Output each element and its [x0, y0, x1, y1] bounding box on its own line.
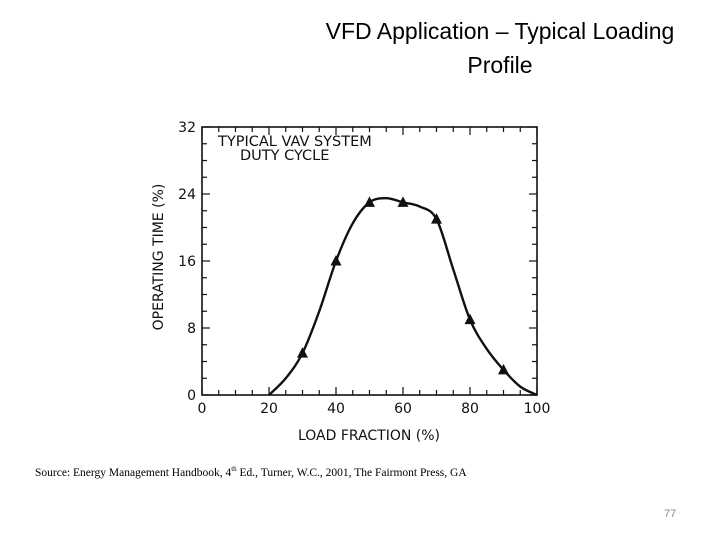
data-point-triangle: [498, 363, 509, 375]
x-tick-label: 80: [461, 401, 479, 417]
source-citation: Source: Energy Management Handbook, 4th …: [35, 465, 467, 479]
data-point-triangle: [364, 196, 375, 207]
y-tick-label: 32: [178, 120, 196, 136]
slide-title-line2: Profile: [467, 52, 533, 78]
data-point-triangle: [330, 255, 342, 266]
x-tick-label: 60: [394, 401, 412, 417]
x-tick-label: 40: [327, 401, 345, 417]
data-point-triangle: [464, 313, 476, 325]
chart-ticks: 0 20 40 60 80 100 0 8 16 24 32: [178, 120, 550, 417]
x-tick-label: 20: [260, 401, 278, 417]
slide-title-line1: VFD Application – Typical Loading: [325, 18, 675, 44]
slide-title: VFD Application – Typical Loading Profil…: [290, 14, 710, 82]
source-text: Source: Energy Management Handbook, 4: [35, 466, 232, 479]
x-tick-label: 0: [198, 401, 207, 417]
chart-series: [268, 196, 538, 397]
plot-frame: [201, 126, 538, 396]
y-tick-label: 8: [187, 321, 196, 337]
data-point-triangle: [397, 196, 409, 207]
x-axis-label: LOAD FRACTION (%): [298, 428, 440, 444]
chart-axes: [201, 126, 538, 396]
y-axis-label: OPERATING TIME (%): [151, 184, 167, 331]
y-tick-label: 0: [187, 388, 196, 404]
series-line: [268, 196, 538, 397]
source-text-end: Ed., Turner, W.C., 2001, The Fairmont Pr…: [236, 466, 467, 479]
y-tick-label: 24: [178, 187, 196, 203]
chart-title: TYPICAL VAV SYSTEM: [217, 134, 372, 150]
chart-subtitle: DUTY CYCLE: [240, 148, 329, 164]
source-superscript: th: [231, 465, 237, 473]
y-tick-label: 16: [178, 254, 196, 270]
x-tick-label: 100: [524, 401, 551, 417]
page-number: 77: [664, 508, 677, 520]
data-point-triangle: [297, 347, 308, 358]
data-point-triangle: [431, 213, 442, 224]
